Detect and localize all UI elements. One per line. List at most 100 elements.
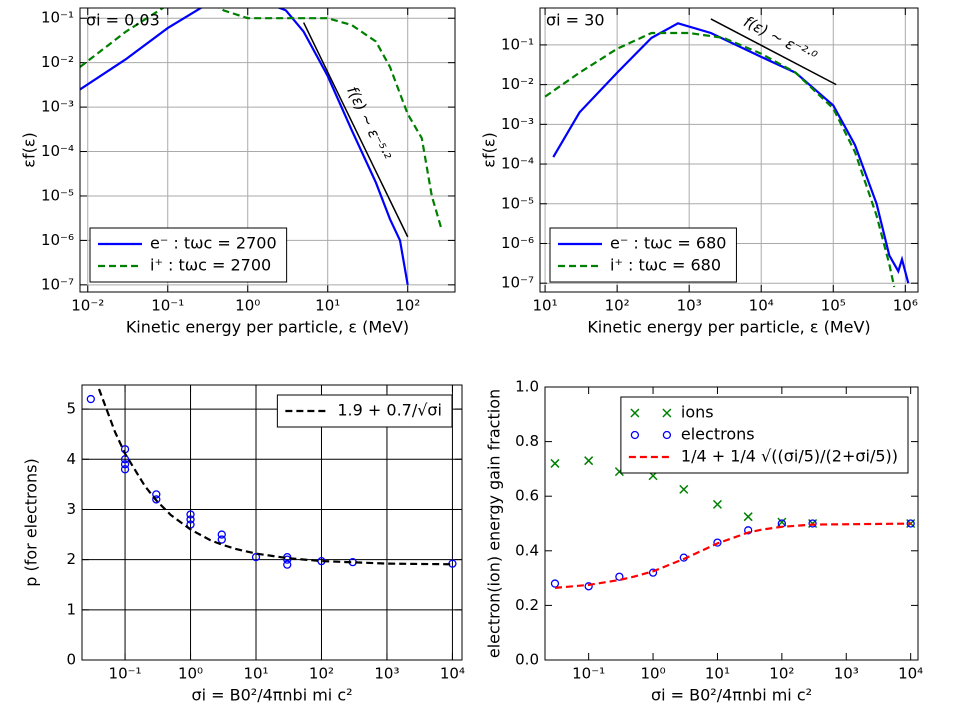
y-tick-label: 10⁻³ [41,98,74,116]
legend-box [89,227,288,283]
data-layer [86,388,457,569]
series-line [80,8,409,285]
y-tick-label: 10⁻⁵ [501,194,534,212]
x-tick-label: 10³ [374,665,399,683]
legend-label: 1.9 + 0.7/√σi [337,401,442,420]
x-tick-label: 10⁴ [440,665,465,683]
y-axis-label: εf(ε) [20,132,39,167]
y-tick-label: 10⁻⁴ [41,142,74,160]
subplot: 10⁻¹ 10⁰ 10¹ 10² 10³ 10⁴ 0.0 0.2 0.4 0.6 0.8 1.0 σi … [485,378,924,705]
y-tick-label: 10⁻⁵ [41,186,74,204]
y-tick-label: 10⁻⁴ [501,155,534,173]
scatter-point [120,465,130,474]
x-tick-label: 10⁰ [640,665,665,683]
x-tick-label: 10⁴ [749,297,774,315]
y-tick-label: 10⁻⁶ [501,234,534,252]
scatter-point [615,572,624,581]
legend-box [620,396,909,474]
plot-area [82,385,462,660]
y-axis-label: p (for electrons) [22,458,41,587]
power-law-line [710,18,837,86]
y-tick-label: 0.2 [515,596,539,614]
legend-label: i⁺ : tωc = 680 [610,256,721,275]
scatter-point [217,535,226,544]
legend-label: 1/4 + 1/4 √((σi/5)/(2+σi/5)) [681,447,898,466]
legend-swatch [662,408,672,418]
axes-frame [79,7,456,293]
axes-frame [539,7,919,293]
x-tick-label: 10¹ [243,665,268,683]
scatter-point [906,519,915,528]
y-tick-label: 10⁻² [41,53,74,71]
series-line [554,522,911,589]
legend: 1.9 + 0.7/√σi [276,394,453,428]
legend-box [549,227,737,283]
y-tick-label: 2 [66,550,76,568]
scatter-point [186,510,195,519]
scatter-point [251,552,261,562]
scatter-point [648,568,658,577]
x-axis-label: Kinetic energy per particle, ε (MeV) [587,318,870,337]
y-tick-label: 0.4 [515,541,539,559]
y-axis-label: εf(ε) [480,132,499,167]
x-tick-label: 10³ [677,297,702,315]
x-axis-label: σi = B0²/4πnbi mi c² [191,686,352,705]
y-tick-label: 0.8 [515,432,539,450]
scatter-point [584,456,594,466]
x-tick-label: 10² [605,297,630,315]
data-layer [80,8,442,285]
y-tick-label: 1.0 [515,378,539,396]
legend-label: ions [681,403,714,422]
series-line [544,31,896,288]
y-tick-label: 10⁻⁷ [41,275,74,293]
legend-box [276,394,453,428]
scatter-point [283,560,292,569]
y-tick-label: 0.0 [515,651,539,669]
subplot: 10⁻¹ 10⁰ 10¹ 10² 10³ 10⁴ 0 1 2 3 4 5 σi = B0²/4πnbi … [22,384,465,705]
legend-swatch [630,430,640,440]
y-tick-label: 0.6 [515,487,539,505]
legend-swatch [662,430,672,440]
series-line [97,388,453,566]
scatter-point [186,520,195,529]
y-axis-label: electron(ion) energy gain fraction [485,389,504,658]
x-axis-label: σi = B0²/4πnbi mi c² [651,686,812,705]
corner-label: σi = 30 [546,11,605,30]
scatter-point [120,460,130,469]
x-tick-label: 10⁻¹ [572,665,605,683]
legend: e⁻ : tωc = 2700 i⁺ : tωc = 2700 [89,227,288,283]
x-tick-label: 10⁰ [178,665,203,683]
y-tick-label: 3 [66,500,76,518]
x-tick-label: 10⁻¹ [151,297,184,315]
legend-swatch [630,408,640,418]
scatter-point [550,458,560,468]
legend-label: e⁻ : tωc = 2700 [150,234,277,253]
x-tick-label: 10⁶ [893,297,918,315]
x-tick-label: 10² [309,665,334,683]
subplot: 10¹ 10² 10³ 10⁴ 10⁵ 10⁶ 10⁻⁷ 10⁻⁶ 10⁻⁵ 10⁻⁴ 10⁻³ 10… [480,7,919,337]
scatter-point [186,515,195,524]
legend-label: e⁻ : tωc = 680 [610,234,726,253]
y-tick-label: 4 [66,450,76,468]
x-tick-label: 10¹ [533,297,558,315]
scatter-point [679,484,689,494]
y-tick-label: 5 [66,400,76,418]
y-tick-label: 10⁻⁶ [41,231,74,249]
axes-frame [81,384,463,661]
x-tick-label: 10² [769,665,794,683]
legend: e⁻ : tωc = 680 i⁺ : tωc = 680 [549,227,737,283]
x-tick-label: 10³ [834,665,859,683]
scatter-point [283,555,292,564]
scatter-point [217,530,226,539]
x-tick-label: 10¹ [315,297,340,315]
series-line [80,8,442,228]
y-tick-label: 10⁻² [501,75,534,93]
x-tick-label: 10⁴ [898,665,923,683]
legend-label: electrons [681,425,755,444]
y-tick-label: 10⁻³ [501,115,534,133]
axes-frame [544,386,919,661]
x-tick-label: 10² [395,297,420,315]
scatter-point [86,394,95,404]
y-tick-label: 1 [66,600,76,618]
